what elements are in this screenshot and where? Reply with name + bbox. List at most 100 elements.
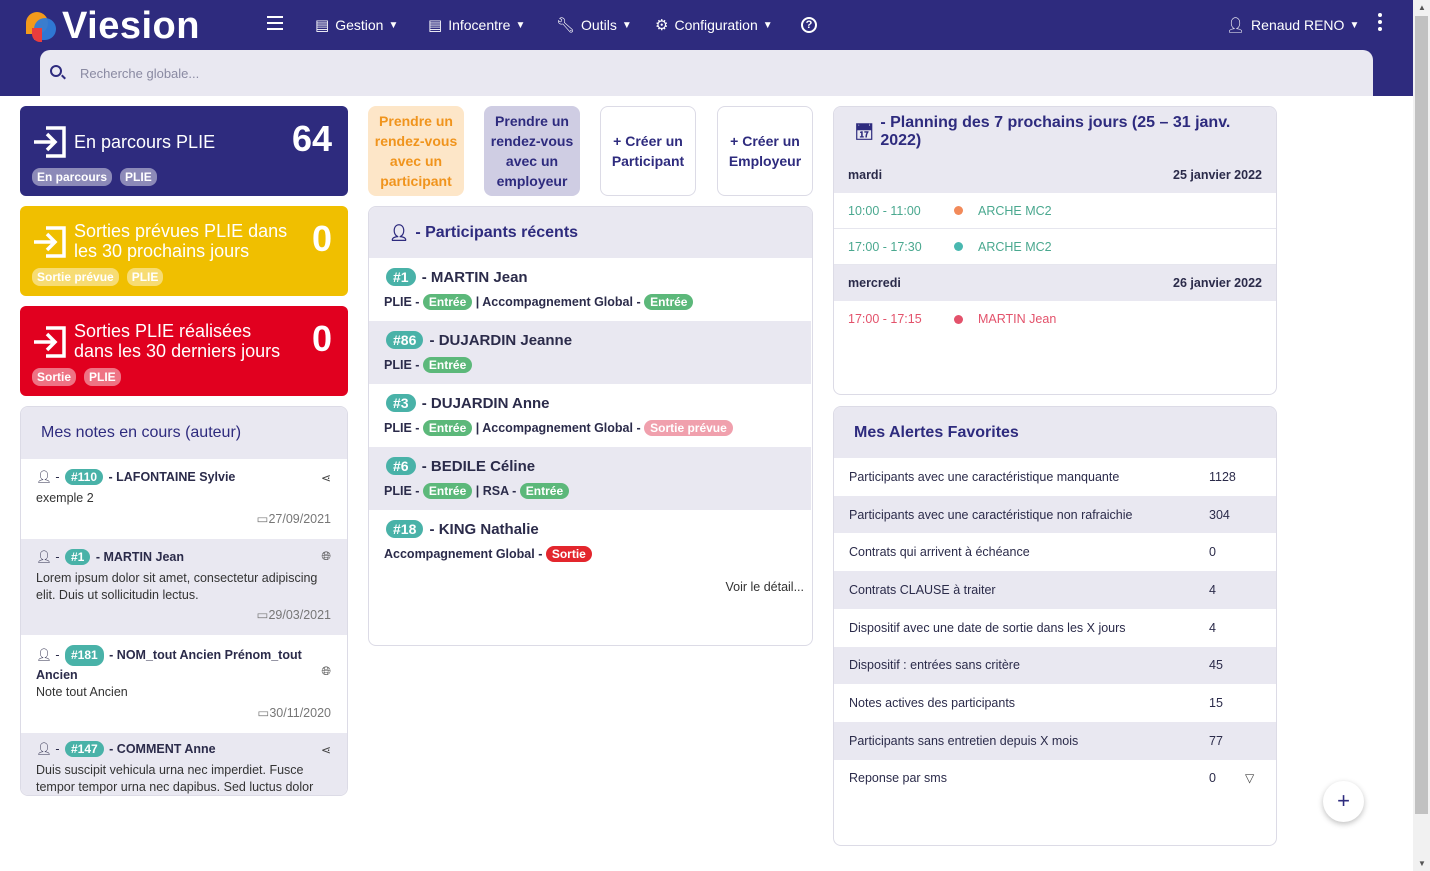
share-icon[interactable]: ⋖ — [320, 743, 331, 757]
btn-line: rendez-vous — [490, 133, 574, 149]
participant-name-text: - DUJARDIN Jeanne — [429, 332, 573, 349]
planning-event[interactable]: 10:00 - 11:00 ARCHE MC2 — [834, 193, 1276, 229]
btn-line: Prendre un — [379, 113, 453, 129]
alert-count: 4 — [1209, 582, 1216, 597]
stat-count: 0 — [311, 318, 332, 359]
alert-row[interactable]: Contrats CLAUSE à traiter 4 — [834, 571, 1276, 609]
app-logo[interactable]: Viesion — [26, 7, 200, 45]
participant-dispositifs: PLIE - Entrée | Accompagnement Global - … — [384, 420, 733, 436]
create-employeur-button[interactable]: + Créer un Employeur — [717, 106, 813, 196]
more-options-icon[interactable] — [1378, 13, 1384, 34]
panel-title: - Planning des 7 prochains jours (25 – 3… — [880, 114, 1231, 149]
rdv-participant-button[interactable]: Prendre un rendez-vous avec un participant — [368, 106, 464, 196]
stat-card-sorties-realisees[interactable]: Sorties PLIE réalisées dans les 30 derni… — [20, 306, 348, 396]
plus-icon: + — [1337, 788, 1350, 813]
panel-header: 👤︎ - Participants récents — [369, 207, 812, 258]
planning-event[interactable]: 17:00 - 17:30 ARCHE MC2 — [834, 229, 1276, 265]
alert-name: Dispositif avec une date de sortie dans … — [849, 620, 1126, 635]
share-icon[interactable]: ⋖ — [320, 471, 331, 485]
help-button[interactable]: ? — [801, 14, 817, 36]
participant-row[interactable]: #18 - KING Nathalie Accompagnement Globa… — [369, 510, 811, 573]
globe-icon[interactable]: 🌐︎ — [321, 664, 331, 678]
planning-event[interactable]: 17:00 - 17:15 MARTIN Jean — [834, 301, 1276, 337]
alert-row[interactable]: Dispositif avec une date de sortie dans … — [834, 609, 1276, 647]
alert-row[interactable]: Participants avec une caractéristique no… — [834, 495, 1276, 534]
participant-id-badge: #181 — [64, 645, 104, 666]
user-menu[interactable]: 👤︎ Renaud RENO ▼ — [1226, 14, 1359, 36]
global-search — [40, 50, 1373, 96]
participant-row[interactable]: #6 - BEDILE Céline PLIE - Entrée | RSA -… — [369, 447, 811, 510]
event-color-dot — [954, 314, 963, 324]
participant-row[interactable]: #1 - MARTIN Jean PLIE - Entrée | Accompa… — [369, 258, 811, 321]
nav-outils[interactable]: 🔧︎ Outils ▼ — [556, 14, 632, 36]
user-icon: 👤︎ - — [36, 648, 63, 662]
alert-count: 304 — [1209, 507, 1230, 522]
search-input[interactable] — [80, 63, 680, 83]
globe-icon[interactable]: 🌐︎ — [321, 549, 331, 563]
participant-name: #3 - DUJARDIN Anne — [384, 394, 550, 412]
alert-row[interactable]: Participants sans entretien depuis X moi… — [834, 721, 1276, 760]
panel-title: - Participants récents — [415, 223, 579, 241]
participant-name-text: - DUJARDIN Anne — [421, 395, 550, 412]
create-participant-button[interactable]: + Créer un Participant — [600, 106, 696, 196]
note-text: exemple 2 — [36, 491, 94, 505]
menu-icon[interactable] — [267, 16, 283, 30]
dispositif-label: Accompagnement Global - — [384, 547, 543, 561]
alert-row[interactable]: Dispositif : entrées sans critère 45 — [834, 646, 1276, 685]
search-icon — [50, 65, 62, 77]
participant-dispositifs: PLIE - Entrée | Accompagnement Global - … — [384, 294, 694, 310]
participant-name: #86 - DUJARDIN Jeanne — [384, 331, 572, 349]
planning-panel: 📅︎ - Planning des 7 prochains jours (25 –… — [833, 106, 1277, 395]
scroll-down-icon[interactable]: ▼ — [1418, 859, 1426, 868]
user-icon: 👤︎ — [389, 224, 410, 242]
sign-in-icon — [34, 326, 66, 358]
participant-name: #1 - MARTIN Jean — [384, 268, 528, 286]
participant-id-badge: #3 — [386, 394, 416, 412]
nav-configuration[interactable]: ⚙ Configuration ▼ — [655, 14, 773, 36]
btn-line: participant — [380, 173, 452, 189]
note-item[interactable]: 👤︎ - #147 - COMMENT Anne ⋖ Duis suscipit… — [21, 733, 347, 795]
nav-infocentre[interactable]: ▤ Infocentre ▼ — [428, 14, 525, 36]
note-item[interactable]: 👤︎ - #181 - NOM_tout Ancien Prénom_tout … — [21, 635, 347, 733]
participant-id-badge: #6 — [386, 457, 416, 475]
day-date: 26 janvier 2022 — [1173, 276, 1262, 290]
filter-icon[interactable]: ▽ — [1245, 771, 1255, 786]
see-details-link[interactable]: Voir le détail... — [725, 580, 804, 594]
participant-row[interactable]: #86 - DUJARDIN Jeanne PLIE - Entrée — [369, 321, 811, 384]
stat-card-sorties-prevues[interactable]: Sorties prévues PLIE dans les 30 prochai… — [20, 206, 348, 296]
participant-name-line2: Ancien — [36, 668, 78, 682]
planning-day-header: mercredi 26 janvier 2022 — [834, 265, 1276, 301]
participant-name: MARTIN Jean — [103, 550, 185, 564]
chevron-down-icon: ▼ — [515, 19, 526, 31]
event-label: ARCHE MC2 — [978, 239, 1052, 254]
note-item[interactable]: 👤︎ - #1 - MARTIN Jean 🌐︎ Lorem ipsum dol… — [21, 539, 347, 635]
note-text: Note tout Ancien — [36, 685, 128, 699]
add-floating-button[interactable]: + — [1323, 781, 1364, 822]
planning-day-header: mardi 25 janvier 2022 — [834, 157, 1276, 193]
alert-name: Participants avec une caractéristique no… — [849, 507, 1133, 522]
rdv-employeur-button[interactable]: Prendre un rendez-vous avec un employeur — [484, 106, 580, 196]
event-time: 17:00 - 17:30 — [848, 239, 922, 254]
status-badge: Sortie prévue — [644, 420, 733, 436]
participant-id-badge: #1 — [64, 549, 91, 565]
note-date: ▭30/11/2020 — [258, 705, 331, 720]
note-item[interactable]: 👤︎ - #110 - LAFONTAINE Sylvie ⋖ exemple … — [21, 459, 347, 539]
scroll-up-icon[interactable]: ▲ — [1418, 3, 1426, 12]
page-scrollbar[interactable]: ▲ ▼ — [1413, 0, 1430, 871]
day-name: mercredi — [848, 276, 901, 290]
stat-title: En parcours PLIE — [74, 132, 216, 152]
scrollbar-thumb[interactable] — [1415, 16, 1428, 814]
alert-row[interactable]: Reponse par sms 0 ▽ — [834, 760, 1276, 798]
note-header: 👤︎ - #1 - MARTIN Jean — [36, 549, 185, 565]
event-time: 10:00 - 11:00 — [848, 203, 921, 218]
status-badge: Entrée — [422, 483, 473, 499]
btn-line: employeur — [496, 173, 568, 189]
participant-name: LAFONTAINE Sylvie — [116, 470, 236, 484]
alert-row[interactable]: Notes actives des participants 15 — [834, 684, 1276, 722]
dispositif-label: | RSA - — [475, 484, 517, 498]
nav-gestion[interactable]: ▤ Gestion ▼ — [315, 14, 398, 36]
participant-row[interactable]: #3 - DUJARDIN Anne PLIE - Entrée | Accom… — [369, 384, 811, 447]
stat-card-en-parcours[interactable]: En parcours PLIE 64 En parcours PLIE — [20, 106, 348, 196]
alert-row[interactable]: Contrats qui arrivent à échéance 0 — [834, 533, 1276, 571]
alert-row[interactable]: Participants avec une caractéristique ma… — [834, 458, 1276, 496]
